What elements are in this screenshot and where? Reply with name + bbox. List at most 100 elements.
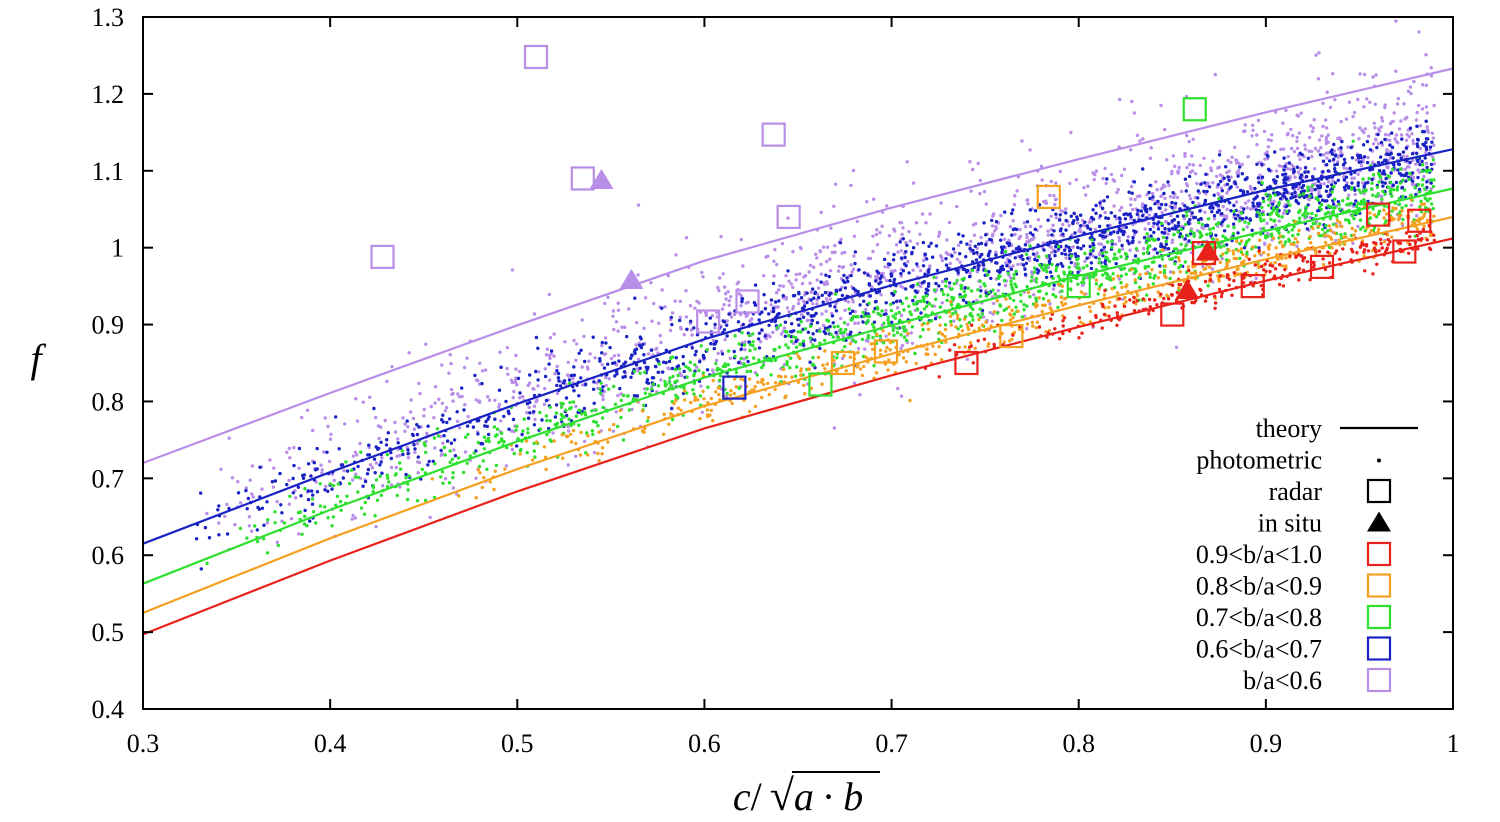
photometric-point [478, 361, 482, 365]
photometric-point [596, 424, 600, 428]
photometric-point [510, 268, 515, 272]
photometric-point [1243, 123, 1247, 127]
photometric-point [1422, 224, 1426, 229]
photometric-point [998, 270, 1002, 274]
photometric-point [700, 270, 704, 275]
photometric-point [1147, 190, 1151, 195]
photometric-point [1097, 224, 1102, 229]
photometric-point [1192, 231, 1196, 235]
photometric-point [919, 311, 923, 315]
photometric-point [1310, 149, 1314, 154]
photometric-point [734, 385, 738, 389]
photometric-point [838, 241, 843, 245]
photometric-point [778, 323, 782, 327]
photometric-point [834, 288, 838, 292]
photometric-point [1009, 279, 1013, 283]
photometric-point [616, 393, 620, 398]
photometric-point [1103, 260, 1107, 265]
photometric-point [914, 361, 918, 366]
photometric-point [1394, 206, 1398, 211]
photometric-point [526, 383, 530, 388]
photometric-point [968, 244, 972, 248]
photometric-point [296, 510, 301, 515]
photometric-point [908, 310, 912, 314]
photometric-point [1187, 239, 1191, 243]
photometric-point [721, 272, 725, 276]
photometric-point [986, 273, 990, 277]
photometric-point [970, 314, 974, 319]
photometric-point [272, 466, 276, 470]
photometric-point [600, 362, 604, 367]
photometric-point [983, 284, 987, 288]
photometric-point [625, 334, 629, 339]
photometric-point [448, 460, 452, 464]
photometric-point [1295, 113, 1299, 118]
photometric-point [717, 288, 721, 293]
photometric-point [1284, 181, 1288, 185]
photometric-point [1356, 97, 1360, 102]
photometric-point [896, 386, 900, 391]
photometric-point [949, 319, 953, 324]
photometric-point [940, 301, 944, 305]
photometric-point [727, 303, 731, 307]
photometric-point [544, 398, 549, 403]
photometric-point [1012, 298, 1016, 303]
photometric-point [518, 452, 522, 456]
photometric-point [462, 365, 467, 370]
photometric-point [856, 350, 860, 355]
photometric-point [606, 362, 610, 366]
photometric-point [1087, 220, 1092, 224]
photometric-point [1102, 293, 1107, 297]
photometric-point [935, 268, 940, 273]
photometric-point [1310, 129, 1315, 134]
photometric-point [1079, 229, 1083, 234]
photometric-point [1112, 230, 1116, 234]
photometric-point [1395, 188, 1400, 192]
photometric-point [1359, 191, 1363, 195]
photometric-point [1037, 289, 1041, 294]
photometric-point [1102, 199, 1106, 203]
photometric-point [764, 300, 768, 305]
photometric-point [885, 345, 889, 350]
photometric-point [387, 480, 391, 484]
photometric-point [914, 302, 918, 306]
photometric-point [1166, 180, 1170, 184]
photometric-point [1120, 243, 1124, 248]
photometric-point [837, 264, 841, 269]
photometric-point [418, 391, 422, 396]
photometric-point [1075, 265, 1079, 270]
photometric-point [1421, 178, 1425, 182]
photometric-point [1094, 203, 1098, 208]
photometric-point [1185, 133, 1189, 138]
photometric-point [1202, 267, 1207, 271]
photometric-point [1076, 282, 1080, 286]
photometric-point [617, 359, 621, 363]
photometric-point [230, 476, 235, 480]
photometric-point [1403, 167, 1408, 171]
photometric-point [1424, 197, 1428, 201]
photometric-point [871, 335, 875, 340]
photometric-point [766, 381, 770, 386]
photometric-point [1408, 160, 1412, 165]
photometric-point [1019, 299, 1023, 304]
photometric-point [1256, 118, 1261, 123]
photometric-point [1037, 255, 1041, 259]
photometric-point [794, 278, 798, 282]
photometric-point [988, 237, 992, 242]
photometric-point [642, 353, 646, 357]
photometric-point [946, 293, 950, 297]
photometric-point [248, 478, 252, 482]
photometric-point [939, 201, 943, 205]
photometric-point [1149, 146, 1153, 150]
photometric-point [926, 327, 931, 331]
photometric-point [1188, 232, 1193, 236]
photometric-point [586, 453, 590, 457]
photometric-point [1058, 213, 1063, 217]
photometric-point [682, 389, 687, 393]
photometric-point [711, 378, 715, 383]
photometric-point [1339, 233, 1343, 237]
photometric-point [1173, 164, 1177, 168]
photometric-point [1028, 295, 1032, 299]
photometric-point [368, 395, 372, 399]
photometric-point [462, 408, 466, 412]
